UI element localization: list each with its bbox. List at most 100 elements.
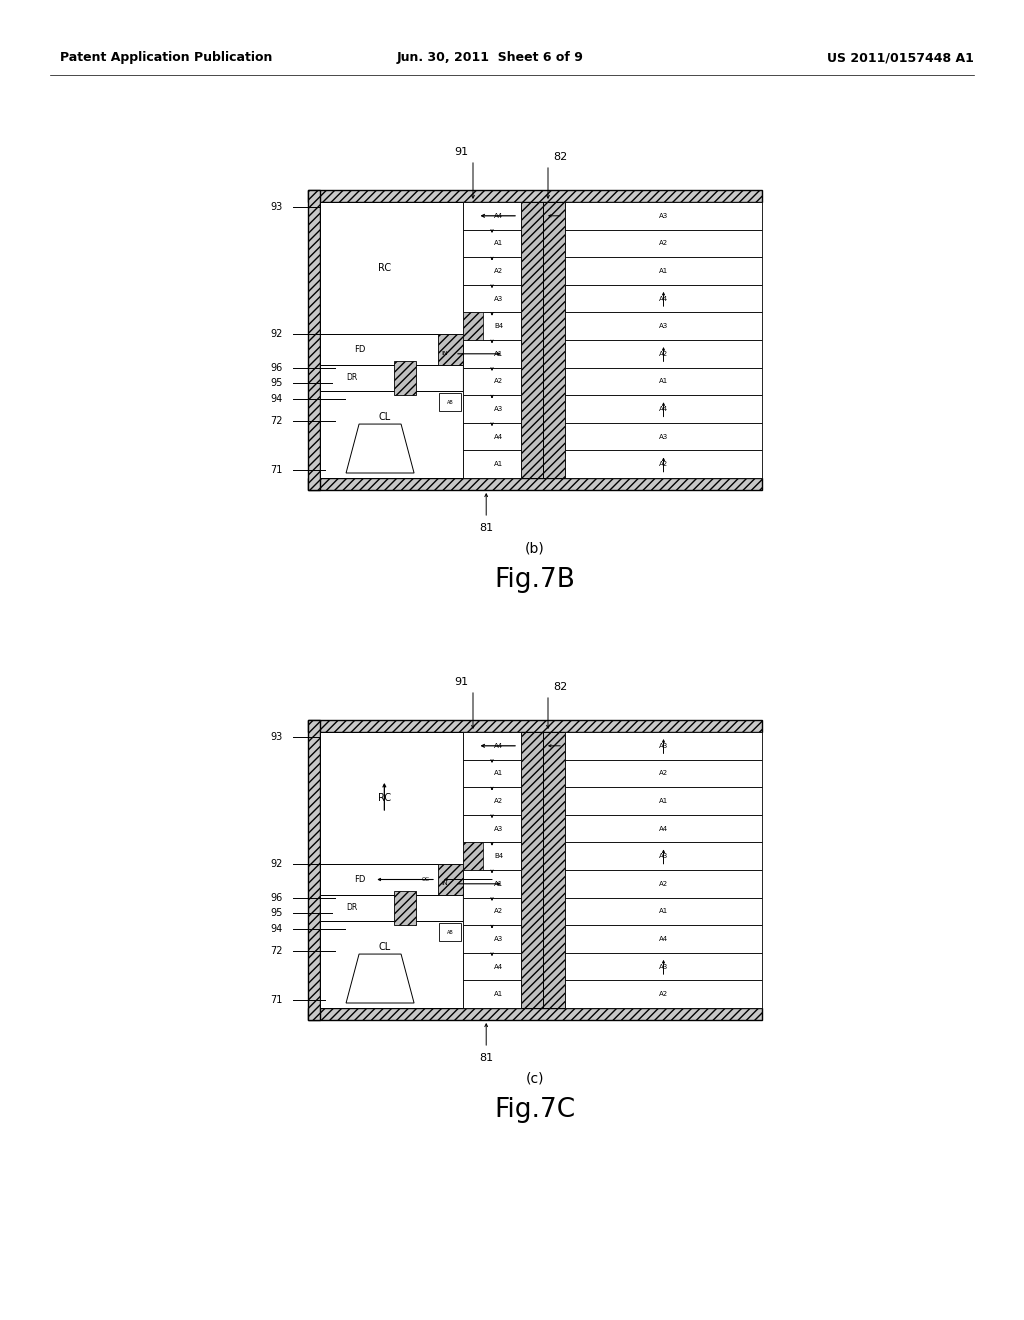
Bar xyxy=(394,360,417,395)
Text: A2: A2 xyxy=(495,908,504,915)
Bar xyxy=(319,733,463,1008)
Bar xyxy=(463,953,521,981)
Bar xyxy=(463,787,521,814)
Text: A3: A3 xyxy=(658,433,668,440)
Bar xyxy=(463,981,521,1008)
Bar xyxy=(565,395,762,422)
Bar xyxy=(308,719,319,1020)
Bar xyxy=(463,367,521,395)
Text: A4: A4 xyxy=(495,743,504,748)
Text: 72: 72 xyxy=(270,416,283,426)
Text: A2: A2 xyxy=(658,771,668,776)
Bar xyxy=(463,814,521,842)
Bar xyxy=(565,925,762,953)
Bar xyxy=(308,190,319,490)
Text: A1: A1 xyxy=(495,771,504,776)
Text: A1: A1 xyxy=(495,880,504,887)
Polygon shape xyxy=(346,424,414,473)
Bar xyxy=(565,367,762,395)
Text: 95: 95 xyxy=(270,908,283,917)
Bar xyxy=(319,334,463,366)
Text: A1: A1 xyxy=(658,908,668,915)
Text: A4: A4 xyxy=(658,296,668,301)
Text: 93: 93 xyxy=(270,202,283,213)
Text: A2: A2 xyxy=(495,379,504,384)
Text: A1: A1 xyxy=(495,461,504,467)
Bar xyxy=(565,733,762,759)
Bar xyxy=(319,366,402,391)
Bar xyxy=(308,190,762,202)
Bar xyxy=(463,759,521,787)
Text: IN: IN xyxy=(441,351,449,356)
Bar xyxy=(463,313,483,341)
Bar xyxy=(463,341,521,367)
Bar xyxy=(319,733,463,865)
Bar xyxy=(565,953,762,981)
Text: B4: B4 xyxy=(495,323,504,329)
Bar xyxy=(543,733,565,1008)
Text: RC: RC xyxy=(378,263,391,273)
Text: A4: A4 xyxy=(495,964,504,970)
Text: 71: 71 xyxy=(270,465,283,475)
Text: 96: 96 xyxy=(270,894,283,903)
Text: DR: DR xyxy=(346,374,357,383)
Text: CL: CL xyxy=(378,942,390,952)
Bar xyxy=(565,898,762,925)
Bar xyxy=(521,733,543,1008)
Text: 95: 95 xyxy=(270,378,283,388)
Bar xyxy=(565,787,762,814)
Text: B4: B4 xyxy=(495,853,504,859)
Bar xyxy=(319,391,463,478)
Bar xyxy=(565,257,762,285)
Text: (b): (b) xyxy=(525,541,545,554)
Text: 93: 93 xyxy=(270,733,283,742)
Text: A3: A3 xyxy=(495,936,504,942)
Bar xyxy=(319,202,463,334)
Bar xyxy=(463,422,521,450)
Bar xyxy=(308,1008,762,1020)
Text: A2: A2 xyxy=(495,799,504,804)
Bar xyxy=(319,921,463,1008)
Text: IN: IN xyxy=(441,882,449,886)
Text: A4: A4 xyxy=(495,433,504,440)
Text: A2: A2 xyxy=(658,461,668,467)
Bar xyxy=(565,759,762,787)
Text: A1: A1 xyxy=(658,799,668,804)
Text: 81: 81 xyxy=(479,523,494,533)
Bar xyxy=(319,202,463,478)
Text: A4: A4 xyxy=(658,825,668,832)
Bar xyxy=(438,334,463,366)
Text: AB: AB xyxy=(446,929,454,935)
Text: 96: 96 xyxy=(270,363,283,374)
Text: A3: A3 xyxy=(658,213,668,219)
Bar xyxy=(463,450,521,478)
Bar xyxy=(463,285,521,313)
Text: DR: DR xyxy=(346,903,357,912)
Text: A3: A3 xyxy=(658,853,668,859)
Text: A2: A2 xyxy=(658,351,668,356)
Text: 71: 71 xyxy=(270,995,283,1005)
Bar xyxy=(394,891,417,925)
Bar xyxy=(463,230,521,257)
Bar xyxy=(565,230,762,257)
Bar xyxy=(565,814,762,842)
Text: A1: A1 xyxy=(495,991,504,997)
Text: 92: 92 xyxy=(270,859,283,869)
Text: RC: RC xyxy=(378,793,391,803)
Bar xyxy=(565,981,762,1008)
Bar xyxy=(565,842,762,870)
Text: A1: A1 xyxy=(495,351,504,356)
Text: A1: A1 xyxy=(658,379,668,384)
Text: Fig.7C: Fig.7C xyxy=(495,1097,575,1123)
Bar xyxy=(463,313,521,341)
Text: 82: 82 xyxy=(553,152,567,162)
Bar xyxy=(438,865,463,895)
Text: CL: CL xyxy=(378,412,390,422)
Text: AB: AB xyxy=(446,400,454,404)
Text: A3: A3 xyxy=(658,964,668,970)
Bar xyxy=(565,285,762,313)
Text: A3: A3 xyxy=(495,825,504,832)
Text: 94: 94 xyxy=(270,393,283,404)
Text: FD: FD xyxy=(354,345,366,354)
Bar xyxy=(463,202,521,230)
